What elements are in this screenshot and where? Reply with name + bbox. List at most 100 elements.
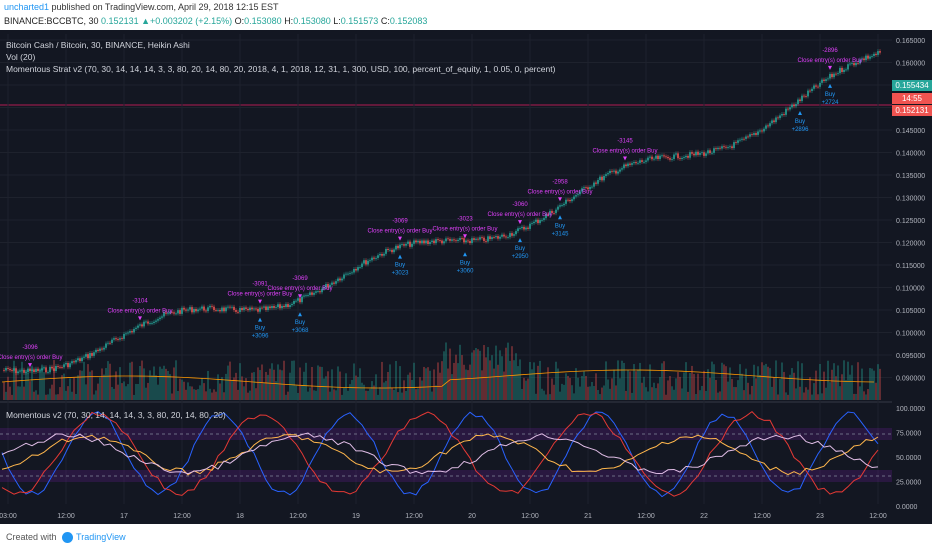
candle-body [719,147,721,149]
candle-body [411,243,413,247]
candle-body [39,370,41,372]
candle-body [625,164,627,167]
candle-body [485,241,487,242]
volume-bar [801,363,803,400]
low-label: L: [333,16,341,26]
candle-body [587,187,589,190]
volume-bar [327,371,329,400]
volume-bar [541,388,543,400]
volume-bar [601,387,603,400]
volume-bar [285,394,287,400]
volume-bar [739,364,741,400]
candle-body [665,156,667,158]
candle-body [227,306,229,308]
candle-body [515,231,517,235]
author-link[interactable]: uncharted1 [4,2,50,12]
volume-bar [237,389,239,400]
candle-body [17,371,19,374]
volume-bar [619,378,621,400]
close-value: 0.152083 [389,16,428,26]
volume-bar [483,345,485,400]
volume-bar [267,374,269,400]
candle-body [693,153,695,156]
candle-body [363,260,365,264]
chart-canvas[interactable]: 0.1650000.1600000.1550000.1500000.145000… [0,30,932,524]
candle-body [467,240,469,242]
created-text: Created with [6,532,57,542]
volume-bar [775,360,777,400]
volume-bar [395,360,397,400]
volume-bar [271,363,273,400]
volume-bar [781,362,783,400]
price-tick-label: 0.105000 [896,308,925,315]
volume-bar [269,368,271,400]
candle-body [723,146,725,148]
volume-bar [639,362,641,400]
volume-bar [693,373,695,400]
volume-bar [481,370,483,400]
buy-value: +2896 [792,127,810,133]
candle-body [831,73,833,78]
chart-area[interactable]: 0.1650000.1600000.1550000.1500000.145000… [0,30,932,524]
candle-body [649,156,651,158]
candle-body [291,303,293,306]
buy-value: +3060 [457,268,475,274]
candle-body [181,307,183,314]
last-price: 0.152131 [101,16,139,26]
candle-body [775,117,777,123]
volume-bar [189,386,191,400]
candle-body [621,168,623,170]
volume-bar [409,372,411,400]
candle-body [211,305,213,307]
candle-body [753,133,755,135]
tradingview-link[interactable]: TradingView [76,532,126,542]
candle-body [835,73,837,75]
volume-bar [579,386,581,400]
volume-bar [505,347,507,400]
volume-bar [449,348,451,400]
candle-body [311,292,313,295]
volume-bar [615,385,617,400]
candle-body [715,148,717,150]
candle-body [751,134,753,136]
volume-bar [763,365,765,400]
volume-bar [785,392,787,400]
candle-body [707,150,709,154]
candle-body [701,152,703,154]
volume-bar [641,382,643,400]
volume-bar [67,386,69,400]
candle-body [803,95,805,97]
volume-bar [743,390,745,400]
time-tick-label: 18 [236,513,244,520]
candle-body [675,153,677,155]
volume-bar [627,370,629,400]
volume-bar [747,382,749,400]
candle-body [445,238,447,242]
buy-label: Buy [295,320,305,326]
volume-bar [583,371,585,400]
volume-bar [201,377,203,400]
candle-body [119,338,121,340]
volume-bar [79,370,81,400]
candle-body [619,169,621,172]
volume-bar [805,387,807,400]
volume-bar [143,368,145,400]
volume-bar [291,360,293,400]
volume-bar [531,369,533,400]
candle-body [357,267,359,271]
candle-body [261,307,263,309]
candle-body [339,278,341,281]
volume-bar [127,384,129,400]
candle-body [853,63,855,66]
candle-body [179,310,181,314]
volume-bar [347,390,349,400]
volume-bar [361,382,363,400]
volume-bar [389,364,391,400]
volume-bar [99,377,101,400]
candle-body [521,226,523,229]
candle-body [465,240,467,243]
volume-bar [101,368,103,400]
volume-bar [49,388,51,400]
candle-body [125,333,127,335]
candle-body [865,55,867,61]
